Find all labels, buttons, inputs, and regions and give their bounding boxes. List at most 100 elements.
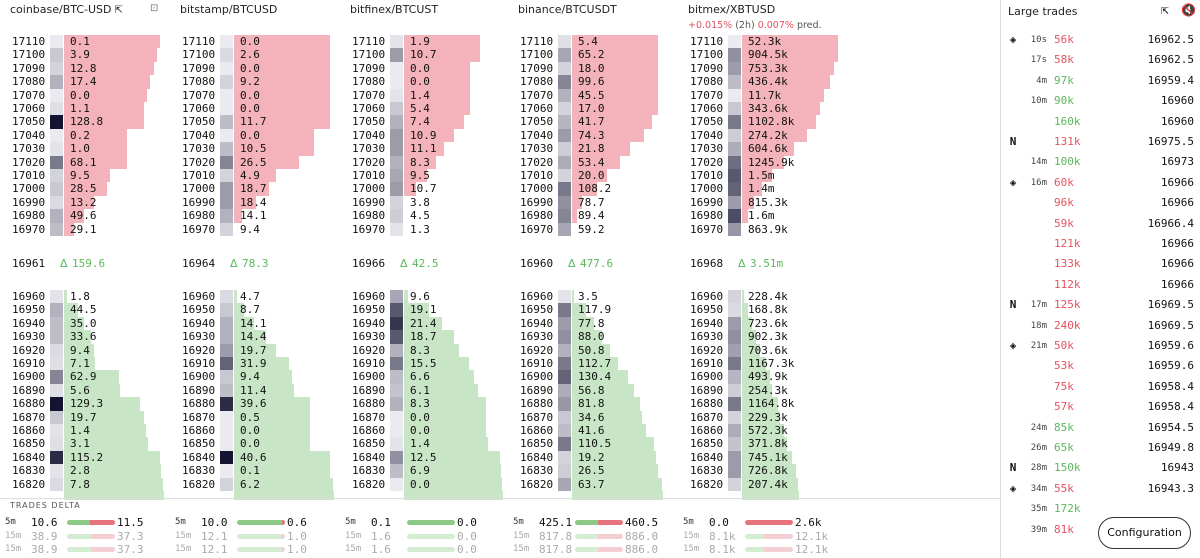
bid-row[interactable]: 16840 745.1k — [688, 450, 856, 465]
bid-row[interactable]: 16960 4.7 — [180, 290, 348, 304]
bid-row[interactable]: 16920 703.6k — [688, 343, 856, 357]
ask-row[interactable]: 17060 17.0 — [518, 102, 686, 116]
trade-row[interactable]: 96k 16966 — [1001, 193, 1200, 213]
bid-row[interactable]: 16940 77.8 — [518, 316, 686, 331]
ask-row[interactable]: 16980 4.5 — [350, 209, 518, 223]
bid-row[interactable]: 16930 88.0 — [518, 330, 686, 344]
bid-row[interactable]: 16910 1167.3k — [688, 357, 856, 371]
ask-row[interactable]: 17100 10.7 — [350, 48, 518, 62]
bid-row[interactable]: 16910 15.5 — [350, 357, 518, 371]
delta-timeframe[interactable]: 5m — [513, 517, 524, 527]
ask-row[interactable]: 17100 3.9 — [10, 48, 178, 62]
ask-row[interactable]: 17090 0.0 — [180, 61, 348, 76]
ask-row[interactable]: 17010 9.5 — [350, 169, 518, 183]
ask-row[interactable]: 16990 13.2 — [10, 195, 178, 210]
bid-row[interactable]: 16850 110.5 — [518, 437, 686, 451]
bid-row[interactable]: 16870 229.3k — [688, 410, 856, 424]
bid-row[interactable]: 16940 14.1 — [180, 316, 348, 331]
trade-row[interactable]: 75k 16958.4 — [1001, 377, 1200, 397]
ask-row[interactable]: 17110 0.0 — [180, 35, 348, 49]
trade-row[interactable]: N 28m 150k 16943 — [1001, 458, 1200, 478]
bid-row[interactable]: 16880 81.8 — [518, 397, 686, 411]
ask-row[interactable]: 16970 9.4 — [180, 222, 348, 236]
trade-row[interactable]: 133k 16966 — [1001, 254, 1200, 274]
bid-row[interactable]: 16820 63.7 — [518, 477, 686, 491]
trade-row[interactable]: ◈ 21m 50k 16959.6 — [1001, 336, 1200, 356]
ask-row[interactable]: 17060 343.6k — [688, 102, 856, 116]
bid-row[interactable]: 16820 0.0 — [350, 477, 518, 491]
delta-timeframe[interactable]: 15m — [683, 530, 700, 541]
bid-row[interactable]: 16860 0.0 — [350, 424, 518, 438]
bid-row[interactable]: 16850 0.0 — [180, 437, 348, 451]
bid-row[interactable]: 16950 117.9 — [518, 303, 686, 317]
delta-timeframe[interactable]: 5m — [345, 517, 356, 527]
trade-row[interactable]: 17s 58k 16962.5 — [1001, 50, 1200, 70]
trade-row[interactable]: 10m 90k 16960 — [1001, 91, 1200, 111]
bid-row[interactable]: 16960 3.5 — [518, 290, 686, 304]
trade-row[interactable]: 14m 100k 16973 — [1001, 152, 1200, 172]
delta-timeframe[interactable]: 15m — [683, 544, 700, 554]
ask-row[interactable]: 17060 5.4 — [350, 102, 518, 116]
ask-row[interactable]: 17000 18.7 — [180, 182, 348, 196]
bid-row[interactable]: 16820 7.8 — [10, 477, 178, 491]
ask-row[interactable]: 16990 78.7 — [518, 195, 686, 210]
bid-row[interactable]: 16940 35.0 — [10, 316, 178, 331]
ask-row[interactable]: 17040 0.0 — [180, 128, 348, 143]
ask-row[interactable]: 17050 7.4 — [350, 115, 518, 129]
trade-row[interactable]: 121k 16966 — [1001, 234, 1200, 254]
bid-row[interactable]: 16830 6.9 — [350, 464, 518, 478]
ask-row[interactable]: 17090 0.0 — [350, 61, 518, 76]
bid-row[interactable]: 16870 19.7 — [10, 410, 178, 424]
ask-row[interactable]: 17010 9.5 — [10, 169, 178, 183]
trade-row[interactable]: 4m 97k 16959.4 — [1001, 71, 1200, 91]
bid-row[interactable]: 16850 371.8k — [688, 437, 856, 451]
bid-row[interactable]: 16910 31.9 — [180, 357, 348, 371]
trade-row[interactable]: ◈ 34m 55k 16943.3 — [1001, 479, 1200, 499]
ask-row[interactable]: 17000 108.2 — [518, 182, 686, 196]
bid-row[interactable]: 16900 9.4 — [180, 370, 348, 384]
bid-row[interactable]: 16870 34.6 — [518, 410, 686, 424]
bid-row[interactable]: 16910 7.1 — [10, 357, 178, 371]
bid-row[interactable]: 16830 26.5 — [518, 464, 686, 478]
ask-row[interactable]: 17050 41.7 — [518, 115, 686, 129]
bid-row[interactable]: 16830 726.8k — [688, 464, 856, 478]
ask-row[interactable]: 17080 9.2 — [180, 75, 348, 89]
bid-row[interactable]: 16900 493.9k — [688, 370, 856, 384]
market-name[interactable]: bitstamp/BTCUSD — [180, 3, 278, 16]
bid-row[interactable]: 16920 9.4 — [10, 343, 178, 357]
bid-row[interactable]: 16860 572.3k — [688, 424, 856, 438]
delta-timeframe[interactable]: 15m — [175, 544, 192, 554]
bid-row[interactable]: 16870 0.0 — [350, 410, 518, 424]
bid-row[interactable]: 16960 1.8 — [10, 290, 178, 304]
market-title[interactable]: bitmex/XBTUSD — [688, 3, 775, 19]
delta-timeframe[interactable]: 5m — [683, 517, 694, 527]
bid-row[interactable]: 16830 2.8 — [10, 464, 178, 478]
ask-row[interactable]: 17070 11.7k — [688, 88, 856, 102]
bid-row[interactable]: 16910 112.7 — [518, 357, 686, 371]
ask-row[interactable]: 17040 274.2k — [688, 128, 856, 143]
ask-row[interactable]: 17040 10.9 — [350, 128, 518, 143]
bid-row[interactable]: 16890 5.6 — [10, 383, 178, 398]
ask-row[interactable]: 16980 89.4 — [518, 209, 686, 223]
ask-row[interactable]: 17040 0.2 — [10, 128, 178, 143]
trade-row[interactable]: ◈ 16m 60k 16966 — [1001, 173, 1200, 193]
delta-timeframe[interactable]: 5m — [175, 517, 186, 527]
trade-row[interactable]: 39m 81k — [1001, 520, 1200, 540]
bid-row[interactable]: 16890 56.8 — [518, 383, 686, 398]
ask-row[interactable]: 17100 2.6 — [180, 48, 348, 62]
bid-row[interactable]: 16920 8.3 — [350, 343, 518, 357]
trade-row[interactable]: N 17m 125k 16969.5 — [1001, 295, 1200, 315]
ask-row[interactable]: 17090 18.0 — [518, 61, 686, 76]
ask-row[interactable]: 17090 753.3k — [688, 61, 856, 76]
trade-row[interactable]: 160k 16960 — [1001, 112, 1200, 132]
ask-row[interactable]: 17000 1.4m — [688, 182, 856, 196]
ask-row[interactable]: 17030 10.5 — [180, 142, 348, 156]
ask-row[interactable]: 16990 18.4 — [180, 195, 348, 210]
configuration-button[interactable]: Configuration — [1098, 517, 1191, 549]
ask-row[interactable]: 17020 8.3 — [350, 155, 518, 169]
ask-row[interactable]: 17050 11.7 — [180, 115, 348, 129]
ask-row[interactable]: 16990 815.3k — [688, 195, 856, 210]
bid-row[interactable]: 16930 33.6 — [10, 330, 178, 344]
ask-row[interactable]: 16970 1.3 — [350, 222, 518, 236]
bid-row[interactable]: 16950 168.8k — [688, 303, 856, 317]
